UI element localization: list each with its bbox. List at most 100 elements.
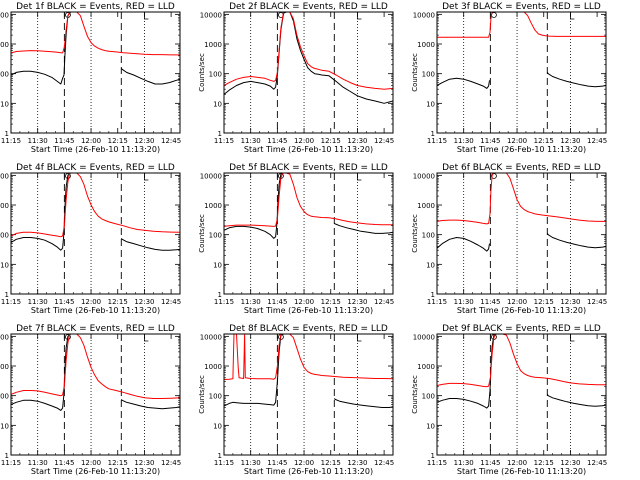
x-tick-label: 12:00 [507,298,527,306]
events-series-line [120,399,180,410]
y-tick-label: 1000 [204,363,222,371]
series-group [224,173,393,239]
chart-title: Det 4f BLACK = Events, RED = LLD [16,163,175,173]
x-tick-label: 12:00 [294,298,314,306]
x-tick-label: 12:15 [534,459,554,467]
events-series-line [437,237,490,252]
x-axis-label: Start Time (26-Feb-10 11:13:20) [457,145,586,154]
y-tick-label: 1 [431,130,435,138]
x-tick-label: 12:15 [108,137,128,145]
y-tick-label: 100 [209,71,222,79]
x-tick-label: 12:00 [294,459,314,467]
y-tick-label: 10000 [0,11,9,19]
x-tick-label: 11:30 [241,298,261,306]
x-axis-label: Start Time (26-Feb-10 11:13:20) [244,306,373,315]
y-tick-label: 100 [422,232,435,240]
series-group [437,173,606,252]
lld-series-line [11,12,180,56]
events-series-line [333,398,393,408]
x-tick-label: 12:30 [134,298,154,306]
event-marker-bracket [570,173,575,181]
y-tick-label: 1 [5,291,9,299]
x-axis-label: Start Time (26-Feb-10 11:13:20) [31,145,160,154]
y-axis-label: Counts/sec [411,53,419,92]
y-tick-label: 100 [422,393,435,401]
y-tick-label: 1 [431,452,435,460]
x-tick-label: 11:30 [28,137,48,145]
y-tick-label: 10 [213,422,222,430]
y-tick-label: 10000 [413,333,435,341]
events-series-line [437,77,490,89]
events-series-line [546,233,606,249]
event-marker-bracket [144,173,149,181]
y-tick-label: 1000 [204,202,222,210]
x-tick-label: 11:15 [427,137,447,145]
event-marker-bracket [357,334,362,342]
plot-frame [223,11,394,134]
x-tick-label: 12:45 [374,298,394,306]
x-tick-label: 11:30 [28,298,48,306]
plot-frame [10,172,181,295]
series-group [437,334,606,409]
x-tick-label: 12:45 [587,137,607,145]
x-tick-label: 11:15 [1,459,21,467]
y-tick-label: 10 [0,100,9,108]
plot-frame [223,333,394,456]
event-marker-bracket [357,173,362,181]
chart-panel-1: Det 1f BLACK = Events, RED = LLD 1 10 100 10… [0,2,181,154]
chart-title: Det 1f BLACK = Events, RED = LLD [16,2,175,12]
y-tick-label: 10 [213,100,222,108]
chart-title: Det 6f BLACK = Events, RED = LLD [442,163,601,173]
events-series-line [11,173,71,251]
x-tick-label: 11:45 [480,137,500,145]
y-tick-label: 10000 [413,172,435,180]
x-tick-label: 11:30 [454,298,474,306]
y-tick-label: 100 [0,393,9,401]
x-tick-label: 11:45 [54,137,74,145]
y-tick-label: 1000 [417,363,435,371]
events-series-line [224,334,284,407]
x-tick-label: 12:30 [560,137,580,145]
series-group [11,334,180,411]
x-tick-label: 12:15 [108,298,128,306]
x-tick-label: 11:30 [241,459,261,467]
y-tick-label: 10 [426,100,435,108]
event-marker-bracket [357,12,362,20]
y-tick-label: 10000 [200,333,222,341]
x-tick-label: 12:45 [161,298,181,306]
x-tick-label: 11:30 [241,137,261,145]
y-tick-label: 1000 [417,202,435,210]
chart-panel-7: Det 7f BLACK = Events, RED = LLD 1 10 100 10… [0,324,181,476]
x-tick-label: 12:45 [374,459,394,467]
x-tick-label: 12:15 [321,298,341,306]
lld-series-line [11,334,180,399]
y-tick-label: 10 [0,261,9,269]
chart-panel-4: Det 4f BLACK = Events, RED = LLD 1 10 100 10… [0,163,181,315]
x-axis-label: Start Time (26-Feb-10 11:13:20) [457,467,586,476]
x-axis-label: Start Time (26-Feb-10 11:13:20) [244,145,373,154]
chart-title: Det 2f BLACK = Events, RED = LLD [229,2,388,12]
lld-series-line [437,173,606,225]
chart-panel-3: Det 3f BLACK = Events, RED = LLD 1 10 100 10… [411,2,607,154]
x-tick-label: 12:30 [347,298,367,306]
plot-frame [223,172,394,295]
events-series-line [224,173,284,239]
x-tick-label: 11:45 [54,298,74,306]
x-tick-label: 12:45 [587,298,607,306]
x-tick-label: 12:15 [534,137,554,145]
y-axis-label: Counts/sec [411,214,419,253]
x-tick-label: 12:45 [161,459,181,467]
y-tick-label: 10 [426,422,435,430]
y-tick-label: 1 [218,291,222,299]
events-series-line [334,222,393,234]
x-tick-label: 11:30 [28,459,48,467]
chart-title: Det 7f BLACK = Events, RED = LLD [16,324,175,334]
x-tick-label: 11:30 [454,137,474,145]
x-tick-label: 12:00 [81,459,101,467]
x-tick-label: 12:45 [587,459,607,467]
lld-series-line [224,334,393,380]
x-tick-label: 12:00 [81,137,101,145]
y-tick-label: 10000 [413,11,435,19]
y-tick-label: 1000 [204,41,222,49]
